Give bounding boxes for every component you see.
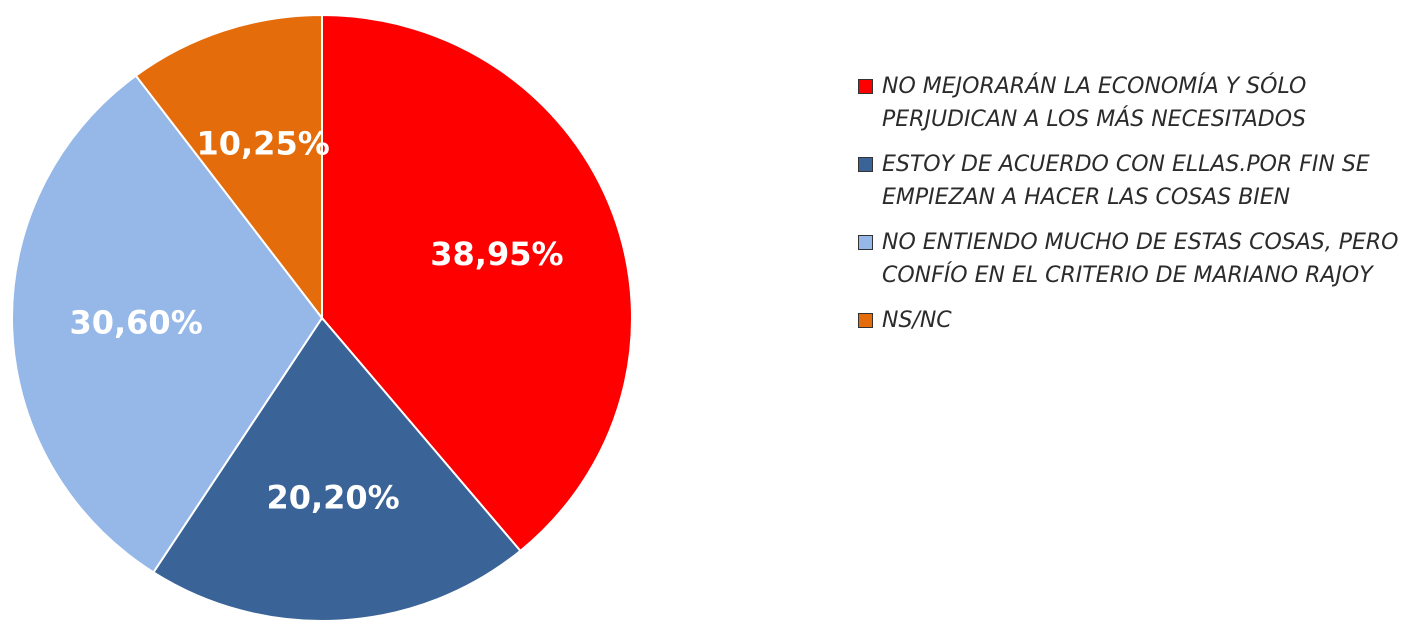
legend-label: ESTOY DE ACUERDO CON ELLAS.POR FIN SE EM… xyxy=(882,152,1370,210)
legend-label: NO ENTIENDO MUCHO DE ESTAS COSAS, PERO C… xyxy=(882,230,1399,288)
pie-slice xyxy=(152,316,522,622)
data-label: 38,95% xyxy=(430,235,563,273)
pie: 38,95% 20,20% 30,60% 10,25% xyxy=(11,13,633,622)
data-label: 10,25% xyxy=(196,125,329,163)
legend-item: NO MEJORARÁN LA ECONOMÍA Y SÓLO PERJUDIC… xyxy=(858,70,1403,136)
data-label: 30,60% xyxy=(69,303,202,341)
legend-swatch xyxy=(858,235,873,250)
legend-swatch xyxy=(858,79,873,94)
legend-item: NO ENTIENDO MUCHO DE ESTAS COSAS, PERO C… xyxy=(858,226,1403,292)
legend-swatch xyxy=(858,313,873,328)
legend-label: NO MEJORARÁN LA ECONOMÍA Y SÓLO PERJUDIC… xyxy=(882,74,1307,132)
pie-slice xyxy=(134,13,323,321)
pie-slice xyxy=(321,13,633,553)
legend-label: NS/NC xyxy=(882,308,952,333)
legend-item: ESTOY DE ACUERDO CON ELLAS.POR FIN SE EM… xyxy=(858,148,1403,214)
legend-swatch xyxy=(858,157,873,172)
legend-item: NS/NC xyxy=(858,304,1403,337)
data-label: 20,20% xyxy=(266,478,399,516)
pie-slice xyxy=(11,74,324,574)
legend: NO MEJORARÁN LA ECONOMÍA Y SÓLO PERJUDIC… xyxy=(858,70,1403,337)
